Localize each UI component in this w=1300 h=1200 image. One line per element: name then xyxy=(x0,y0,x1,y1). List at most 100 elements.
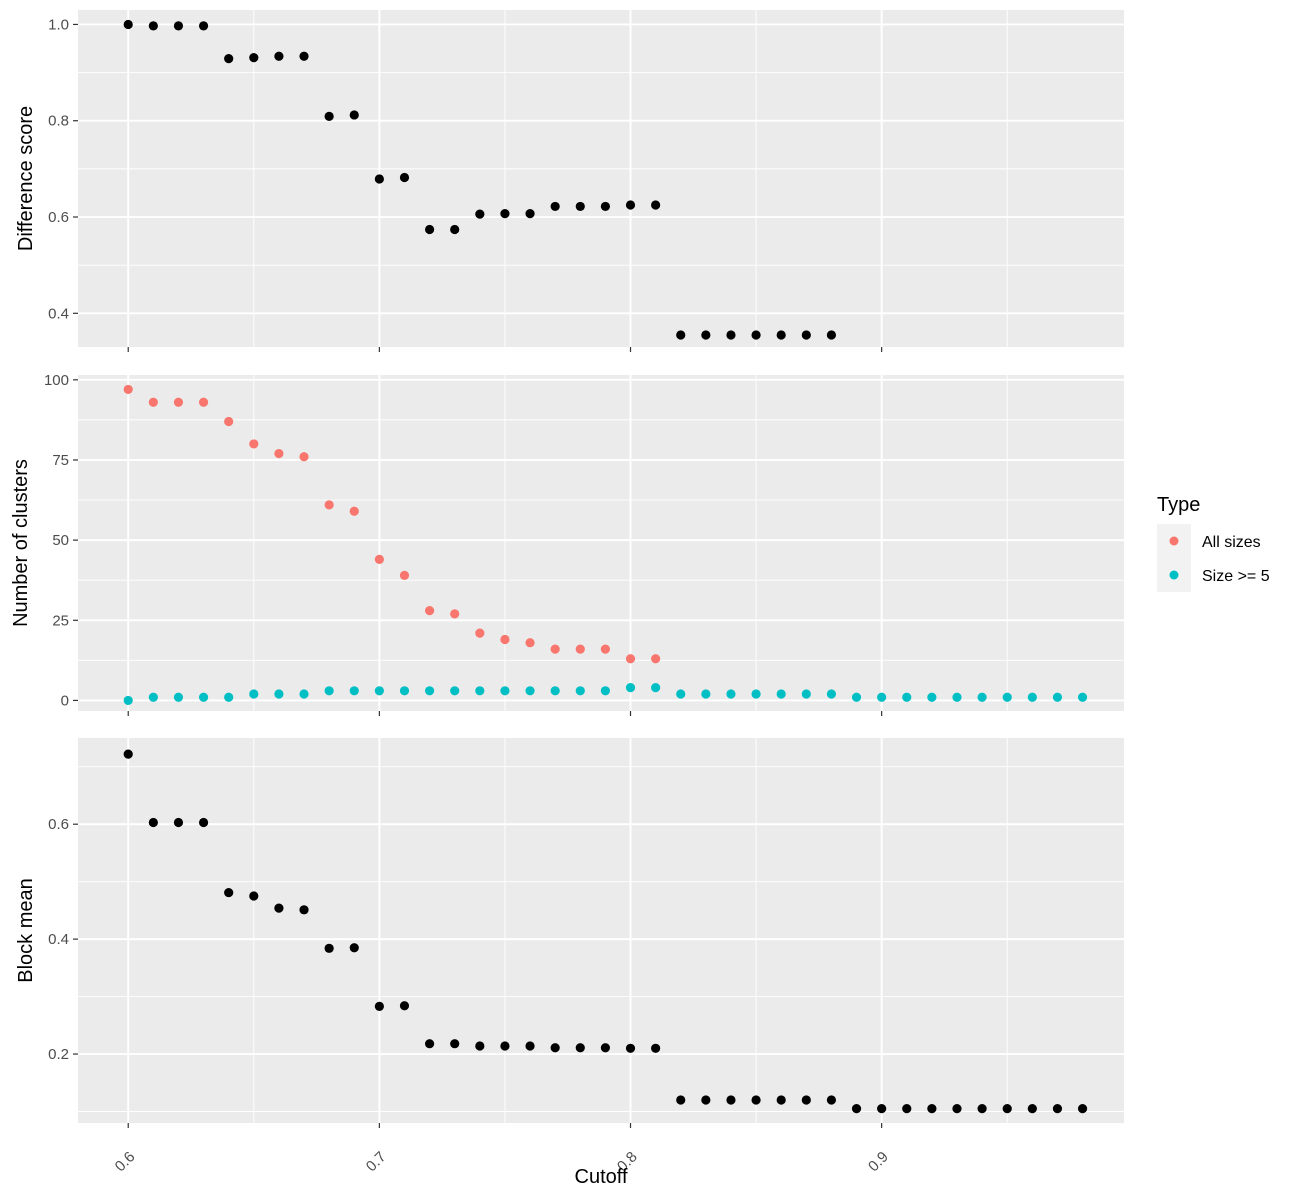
data-point xyxy=(475,1041,485,1051)
data-point xyxy=(424,606,435,616)
chart-legend: Type All sizes Size >= 5 xyxy=(1157,494,1270,592)
panel-background xyxy=(78,10,1124,347)
data-point xyxy=(575,201,585,212)
data-point xyxy=(224,887,234,898)
data-point xyxy=(123,384,133,395)
data-point xyxy=(424,686,435,696)
data-point xyxy=(299,689,309,699)
data-point xyxy=(249,891,259,901)
data-point xyxy=(198,692,209,702)
y-tick-label: 0 xyxy=(61,692,69,709)
data-point xyxy=(249,439,259,449)
data-point xyxy=(977,1104,987,1114)
data-point xyxy=(274,448,284,459)
data-point xyxy=(324,686,334,696)
data-point xyxy=(224,54,234,64)
data-point xyxy=(625,654,636,664)
panel-background xyxy=(78,738,1124,1123)
data-point xyxy=(676,689,686,699)
data-point xyxy=(198,21,209,31)
data-point xyxy=(475,628,485,638)
data-point xyxy=(148,21,158,31)
y-axis-title-difference-score: Difference score xyxy=(15,106,37,251)
data-point xyxy=(600,644,610,654)
data-point xyxy=(399,686,410,696)
x-tick-label: 0.9 xyxy=(865,1148,892,1175)
chart-panels: 0.4 0.6 0.8 1.0 Difference score 0 25 50 75 100 Nu… xyxy=(10,10,1124,1175)
data-point xyxy=(450,686,460,696)
y-tick-label: 1.0 xyxy=(48,16,69,33)
data-point xyxy=(1027,1104,1037,1114)
y-tick-label: 25 xyxy=(52,612,69,629)
data-point xyxy=(550,644,560,654)
data-point xyxy=(851,1104,862,1114)
data-point xyxy=(198,397,209,407)
data-point xyxy=(525,209,535,219)
y-tick-label: 0.6 xyxy=(48,816,69,833)
data-point xyxy=(500,209,510,219)
data-point xyxy=(676,1095,686,1105)
data-point xyxy=(198,817,209,828)
data-point xyxy=(851,692,862,702)
data-point xyxy=(701,689,711,699)
y-tick-label: 0.4 xyxy=(48,931,69,948)
data-point xyxy=(877,1104,887,1114)
data-point xyxy=(801,330,811,340)
data-point xyxy=(249,689,259,699)
data-point xyxy=(173,817,184,828)
y-tick-label: 0.8 xyxy=(48,113,69,130)
data-point xyxy=(575,1043,585,1053)
data-point xyxy=(927,1104,937,1114)
data-point xyxy=(299,452,309,462)
x-tick-label: 0.6 xyxy=(112,1148,139,1175)
data-point xyxy=(1077,692,1088,702)
data-point xyxy=(927,692,937,702)
data-point xyxy=(324,500,334,510)
data-point xyxy=(751,1095,761,1105)
data-point xyxy=(349,943,359,953)
data-point xyxy=(701,1095,711,1105)
data-point xyxy=(450,609,460,619)
data-point xyxy=(450,224,460,235)
x-tick-label: 0.7 xyxy=(363,1148,390,1175)
data-point xyxy=(299,905,309,915)
data-point xyxy=(726,689,736,699)
data-point xyxy=(1052,692,1063,702)
data-point xyxy=(224,692,234,702)
data-point xyxy=(776,330,786,340)
data-point xyxy=(651,682,661,693)
data-point xyxy=(274,903,284,913)
data-point xyxy=(324,943,334,953)
data-point xyxy=(374,174,384,184)
data-point xyxy=(625,682,636,693)
data-point xyxy=(651,200,661,210)
data-point xyxy=(952,1104,962,1114)
data-point xyxy=(349,506,359,516)
data-point xyxy=(274,51,284,61)
data-point xyxy=(1052,1104,1063,1114)
data-point xyxy=(424,1039,435,1049)
data-point xyxy=(676,330,686,340)
data-point xyxy=(575,686,585,696)
data-point xyxy=(902,692,912,702)
y-tick-label: 0.2 xyxy=(48,1046,69,1063)
data-point xyxy=(952,692,962,702)
data-point xyxy=(173,397,184,407)
data-point xyxy=(902,1104,912,1114)
data-point xyxy=(1002,1104,1012,1114)
data-point xyxy=(525,638,535,648)
data-point xyxy=(450,1039,460,1049)
y-tick-label: 75 xyxy=(52,452,69,469)
data-point xyxy=(826,330,837,340)
data-point xyxy=(374,554,384,564)
data-point xyxy=(550,686,560,696)
data-point xyxy=(525,1041,535,1051)
data-point xyxy=(299,51,309,61)
legend-label-size-ge-5: Size >= 5 xyxy=(1202,568,1270,585)
data-point xyxy=(826,689,837,699)
data-point xyxy=(123,695,133,706)
series-all-sizes xyxy=(123,384,661,664)
data-point xyxy=(625,1043,636,1053)
data-point xyxy=(475,686,485,696)
